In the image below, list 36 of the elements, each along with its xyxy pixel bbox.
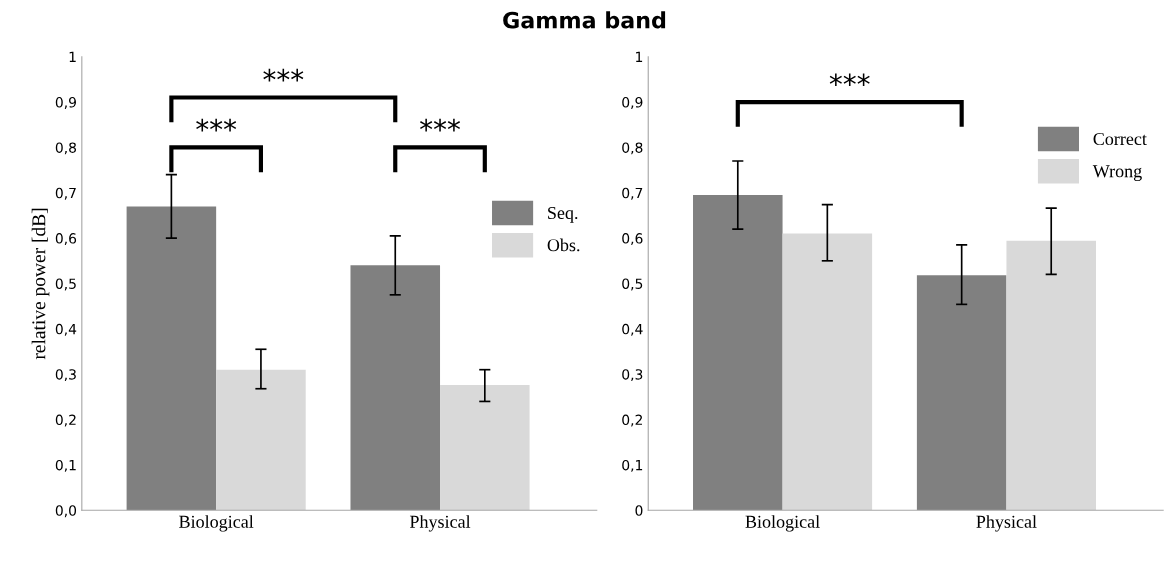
y-tick-label: 0,9 xyxy=(622,97,643,109)
y-tick-label: 0,8 xyxy=(55,142,77,155)
x-tick-label: Physical xyxy=(976,515,1037,532)
y-tick-label: 0,3 xyxy=(622,369,643,382)
legend-label: Seq. xyxy=(548,206,578,223)
y-tick-label: 0,1 xyxy=(55,459,76,472)
y-tick-label: 0,5 xyxy=(55,278,76,291)
y-tick-label: 0,8 xyxy=(622,142,643,155)
chart-title: Gamma band xyxy=(503,11,666,29)
y-tick-label: 0,0 xyxy=(55,505,77,518)
x-tick-label: Biological xyxy=(179,515,254,532)
y-axis-title: relative power [dB] xyxy=(31,208,50,360)
y-tick-label: 1 xyxy=(636,51,643,62)
y-tick-label: 0,4 xyxy=(622,323,643,336)
annotation: *** xyxy=(420,118,461,132)
annotation: *** xyxy=(263,68,304,82)
legend-label: Obs. xyxy=(547,238,580,252)
y-tick-label: 0,3 xyxy=(55,369,76,382)
y-tick-label: 0,9 xyxy=(55,97,76,109)
y-tick-label: 0,6 xyxy=(55,233,77,246)
legend-label: Correct xyxy=(1093,132,1147,146)
y-tick-label: 0,5 xyxy=(622,278,643,291)
y-tick-label: 0,2 xyxy=(622,414,642,427)
annotation: *** xyxy=(829,73,870,87)
y-tick-label: 0,4 xyxy=(55,323,77,336)
y-tick-label: 0,6 xyxy=(622,233,643,246)
y-tick-label: 0,1 xyxy=(622,459,643,472)
x-tick-label: Biological xyxy=(745,515,820,532)
annotation: *** xyxy=(196,118,237,132)
y-tick-label: 0 xyxy=(635,505,643,516)
y-tick-label: 1 xyxy=(69,51,76,62)
y-tick-label: 0,7 xyxy=(55,187,76,200)
legend-label: Wrong xyxy=(1092,165,1142,182)
y-tick-label: 0,7 xyxy=(622,187,643,200)
x-tick-label: Physical xyxy=(409,515,471,532)
y-tick-label: 0,2 xyxy=(55,414,76,427)
